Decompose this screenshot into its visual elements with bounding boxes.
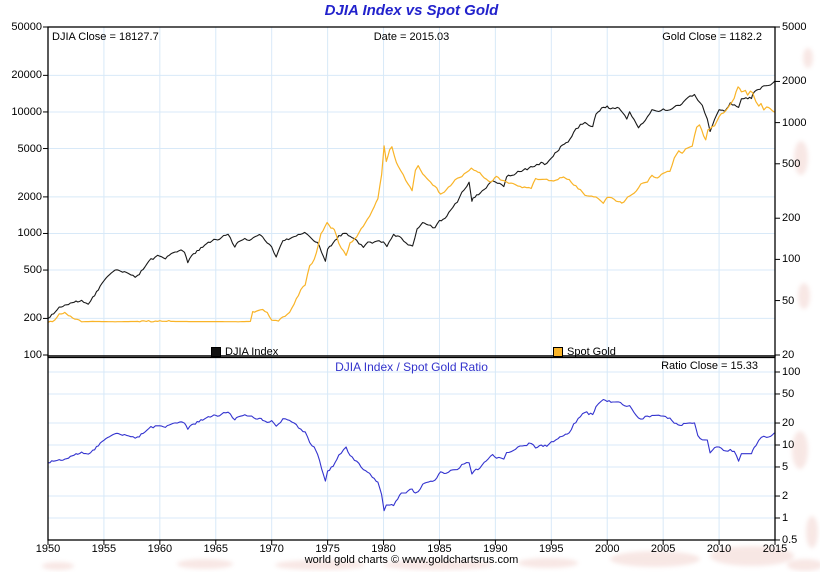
gold-line (48, 86, 775, 323)
year-tick-label: 2010 (706, 543, 732, 555)
panel-borders (47, 26, 776, 541)
ratio-axis-tick-label: 50 (782, 387, 795, 400)
gold-axis-tick-label: 20 (782, 349, 795, 361)
ratio-axis-tick-label: 5 (782, 460, 789, 473)
djia-close-annotation: DJIA Close = 18127.7 (52, 31, 159, 43)
ratio-axis-tick-label: 20 (782, 417, 795, 430)
djia-axis-tick-label: 20000 (11, 69, 42, 82)
djia-axis-tick-label: 2000 (17, 190, 42, 203)
gold-axis-tick-label: 50 (782, 294, 795, 307)
gold-legend-label: Spot Gold (567, 346, 616, 358)
gold-axis-tick-label: 1000 (782, 116, 807, 129)
year-tick-label: 2005 (650, 543, 676, 555)
watermark-smudges (42, 48, 820, 571)
year-tick-label: 1960 (147, 543, 173, 555)
djia-axis-tick-label: 10000 (11, 105, 42, 118)
ratio-panel-series (48, 398, 775, 512)
gold-axis-tick-label: 200 (782, 212, 801, 225)
ratio-axis-tick-label: 10 (782, 439, 795, 451)
year-tick-label: 1995 (539, 543, 564, 555)
gold-axis-tick-label: 500 (782, 157, 801, 170)
year-tick-label: 2015 (762, 543, 788, 555)
year-tick-label: 1990 (483, 543, 508, 555)
year-tick-label: 1965 (203, 543, 228, 555)
djia-axis-tick-label: 100 (23, 349, 42, 361)
year-tick-label: 1970 (259, 543, 284, 555)
ratio-axis-tick-label: 2 (782, 490, 789, 503)
djia-axis-tick-label: 500 (23, 264, 42, 277)
ratio-axis-tick-label: 0.5 (782, 533, 798, 546)
djia-axis-tick-label: 1000 (17, 227, 42, 240)
year-tick-label: 2000 (594, 543, 620, 555)
gold-axis-tick-label: 100 (782, 253, 801, 266)
chart-title: DJIA Index vs Spot Gold (324, 2, 499, 19)
djia-line (48, 80, 775, 319)
price-panel-series (48, 80, 775, 323)
gold-axis-tick-label: 2000 (782, 75, 807, 88)
ratio-line (48, 398, 775, 512)
footer-credit: world gold charts © www.goldchartsrus.co… (304, 554, 519, 566)
ratio-axis-tick-label: 100 (782, 366, 801, 378)
ratio-close-annotation: Ratio Close = 15.33 (661, 360, 758, 372)
year-tick-label: 1955 (91, 543, 117, 555)
year-tick-label: 1975 (315, 543, 340, 555)
gold-axis-tick-label: 5000 (782, 21, 807, 33)
djia-legend-label: DJIA Index (225, 346, 279, 358)
gold-close-annotation: Gold Close = 1182.2 (662, 31, 762, 43)
date-annotation: Date = 2015.03 (373, 31, 450, 43)
gridlines (48, 27, 775, 540)
ratio-panel-title: DJIA Index / Spot Gold Ratio (335, 360, 488, 374)
ratio-axis-tick-label: 1 (782, 512, 789, 524)
year-tick-label: 1950 (35, 543, 61, 555)
axis-tick-marks (43, 26, 780, 545)
djia-axis-tick-label: 5000 (17, 142, 42, 155)
djia-axis-tick-label: 200 (23, 312, 42, 325)
year-tick-label: 1980 (371, 543, 396, 555)
gold-legend-swatch-icon (553, 347, 563, 357)
year-tick-label: 1985 (427, 543, 452, 555)
djia-legend-swatch-icon (211, 347, 221, 357)
djia-axis-tick-label: 50000 (11, 21, 42, 33)
